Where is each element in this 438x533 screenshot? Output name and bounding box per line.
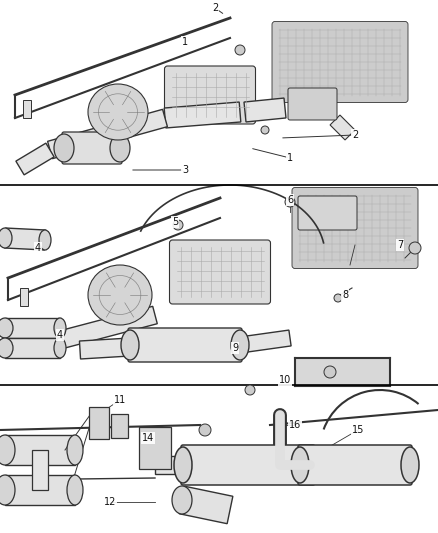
Polygon shape xyxy=(244,98,286,122)
Ellipse shape xyxy=(172,486,192,514)
FancyBboxPatch shape xyxy=(292,188,418,269)
Ellipse shape xyxy=(245,385,255,395)
Text: 1: 1 xyxy=(287,153,293,163)
Ellipse shape xyxy=(173,220,183,230)
Ellipse shape xyxy=(0,318,13,338)
Polygon shape xyxy=(5,338,60,358)
FancyBboxPatch shape xyxy=(298,445,412,485)
FancyBboxPatch shape xyxy=(89,407,109,439)
Ellipse shape xyxy=(304,447,322,483)
Bar xyxy=(20,288,28,306)
Text: 14: 14 xyxy=(142,433,154,443)
Ellipse shape xyxy=(67,435,83,465)
Text: 3: 3 xyxy=(182,165,188,175)
Ellipse shape xyxy=(54,318,66,338)
FancyBboxPatch shape xyxy=(128,328,242,362)
Text: 2: 2 xyxy=(352,130,358,140)
Text: 7: 7 xyxy=(397,240,403,250)
Polygon shape xyxy=(48,109,167,159)
Polygon shape xyxy=(58,306,157,349)
Polygon shape xyxy=(16,143,54,175)
FancyBboxPatch shape xyxy=(298,196,357,230)
Bar xyxy=(23,100,31,118)
Polygon shape xyxy=(164,102,241,128)
Ellipse shape xyxy=(54,134,74,162)
Ellipse shape xyxy=(67,475,83,505)
Polygon shape xyxy=(79,338,131,359)
FancyBboxPatch shape xyxy=(139,427,171,469)
Text: 10: 10 xyxy=(279,375,291,385)
Polygon shape xyxy=(5,318,60,338)
Ellipse shape xyxy=(88,84,148,140)
Ellipse shape xyxy=(324,366,336,378)
Text: 9: 9 xyxy=(232,343,238,353)
Ellipse shape xyxy=(54,338,66,358)
FancyBboxPatch shape xyxy=(170,240,271,304)
Text: 8: 8 xyxy=(342,290,348,300)
Ellipse shape xyxy=(0,338,13,358)
Text: 6: 6 xyxy=(287,195,293,205)
Ellipse shape xyxy=(0,228,12,248)
Ellipse shape xyxy=(261,126,269,134)
Polygon shape xyxy=(330,115,355,140)
Ellipse shape xyxy=(285,197,295,207)
Polygon shape xyxy=(179,486,233,524)
Ellipse shape xyxy=(121,330,139,360)
Text: 1: 1 xyxy=(182,37,188,47)
FancyBboxPatch shape xyxy=(272,21,408,102)
Text: 15: 15 xyxy=(352,425,364,435)
Ellipse shape xyxy=(401,447,419,483)
Ellipse shape xyxy=(0,435,15,465)
Ellipse shape xyxy=(0,475,15,505)
Text: 5: 5 xyxy=(172,217,178,227)
Polygon shape xyxy=(4,228,46,250)
Ellipse shape xyxy=(334,294,342,302)
Polygon shape xyxy=(155,456,183,474)
FancyBboxPatch shape xyxy=(165,66,255,124)
Ellipse shape xyxy=(110,134,130,162)
Text: 4: 4 xyxy=(57,330,63,340)
Ellipse shape xyxy=(291,447,309,483)
Ellipse shape xyxy=(88,265,152,325)
Ellipse shape xyxy=(409,242,421,254)
Ellipse shape xyxy=(39,230,51,250)
Polygon shape xyxy=(5,435,75,465)
FancyBboxPatch shape xyxy=(181,445,315,485)
Text: 12: 12 xyxy=(104,497,116,507)
Polygon shape xyxy=(293,456,314,477)
Polygon shape xyxy=(239,330,291,353)
Polygon shape xyxy=(5,475,75,505)
Ellipse shape xyxy=(231,330,249,360)
FancyBboxPatch shape xyxy=(62,132,122,164)
Text: 16: 16 xyxy=(289,420,301,430)
FancyBboxPatch shape xyxy=(288,88,337,120)
Text: 11: 11 xyxy=(114,395,126,405)
Text: 2: 2 xyxy=(212,3,218,13)
Ellipse shape xyxy=(235,45,245,55)
Ellipse shape xyxy=(174,447,192,483)
Bar xyxy=(295,358,390,386)
FancyBboxPatch shape xyxy=(111,414,128,438)
Polygon shape xyxy=(32,450,48,490)
Text: 4: 4 xyxy=(35,243,41,253)
Ellipse shape xyxy=(199,424,211,436)
